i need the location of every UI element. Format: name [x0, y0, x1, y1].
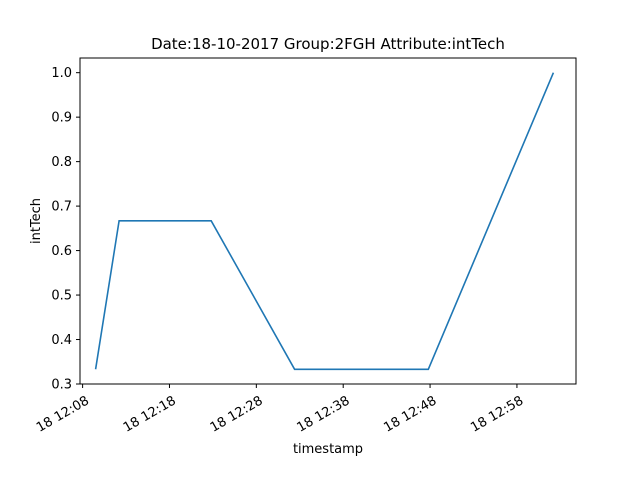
x-tick-label: 18 12:58 — [468, 393, 526, 435]
y-tick-label: 0.4 — [51, 333, 72, 348]
x-axis-label: timestamp — [293, 442, 363, 457]
chart-title: Date:18-10-2017 Group:2FGH Attribute:int… — [151, 35, 505, 53]
axes-frame — [79, 57, 577, 385]
y-tick-label: 0.7 — [51, 200, 72, 215]
x-tick-label: 18 12:28 — [208, 393, 266, 435]
x-tick-label: 18 12:08 — [34, 393, 92, 435]
x-tick-label: 18 12:38 — [295, 393, 353, 435]
y-tick-label: 0.6 — [51, 244, 72, 259]
y-tick-label: 0.3 — [51, 378, 72, 393]
series-line — [94, 72, 555, 371]
y-tick-label: 0.9 — [51, 111, 72, 126]
x-axis: 18 12:08 18 12:18 18 12:28 18 12:38 18 12:48… — [34, 384, 526, 436]
y-tick-label: 0.5 — [51, 289, 72, 304]
plot-area — [94, 72, 555, 371]
x-tick-label: 18 12:18 — [121, 393, 179, 435]
y-axis-label: intTech — [29, 198, 44, 244]
y-tick-label: 0.8 — [51, 155, 72, 170]
y-axis: 0.3 0.4 0.5 0.6 0.7 0.8 0.9 1.0 — [51, 66, 80, 393]
y-tick-label: 1.0 — [51, 66, 72, 81]
x-tick-label: 18 12:48 — [381, 393, 439, 435]
